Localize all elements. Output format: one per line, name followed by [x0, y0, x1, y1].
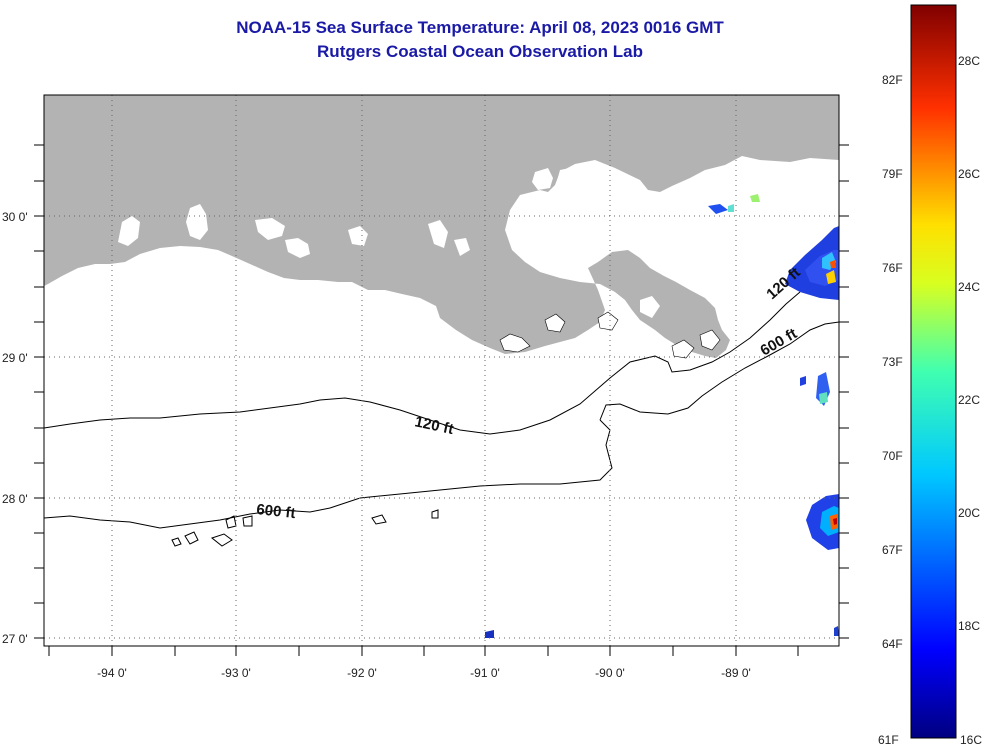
cb-label-76f: 76F	[882, 261, 903, 275]
lat-label-28: 28 0'	[2, 492, 28, 506]
lat-label-30: 30 0'	[2, 210, 28, 224]
lon-label-89: -89 0'	[721, 666, 751, 680]
contour-120ft	[44, 291, 801, 435]
bathymetry-contours	[44, 291, 839, 547]
map-subtitle: Rutgers Coastal Ocean Observation Lab	[317, 42, 643, 61]
cb-label-22c: 22C	[958, 393, 980, 407]
cb-label-20c: 20C	[958, 506, 980, 520]
lon-label-93: -93 0'	[221, 666, 251, 680]
cb-label-28c: 28C	[958, 54, 980, 68]
lon-label-90: -90 0'	[595, 666, 625, 680]
axis-ticks	[34, 144, 849, 656]
inland-water	[118, 165, 775, 320]
cb-label-16c: 16C	[960, 733, 982, 747]
contour-600ft-north	[599, 321, 839, 421]
contour-600ft-south	[44, 507, 331, 529]
cb-label-24c: 24C	[958, 280, 980, 294]
contour-label-600ft: 600 ft	[256, 501, 297, 522]
cb-label-67f: 67F	[882, 543, 903, 557]
lat-label-27: 27 0'	[2, 632, 28, 646]
cb-label-82f: 82F	[882, 73, 903, 87]
lon-label-92: -92 0'	[347, 666, 377, 680]
colorbar-celsius-labels: 28C 26C 24C 22C 20C 18C 16C	[958, 54, 982, 747]
cb-label-70f: 70F	[882, 449, 903, 463]
colorbar	[910, 4, 957, 739]
lon-label-94: -94 0'	[97, 666, 127, 680]
cb-label-73f: 73F	[882, 355, 903, 369]
cb-label-26c: 26C	[958, 167, 980, 181]
plot-frame	[43, 94, 840, 647]
lat-label-29: 29 0'	[2, 351, 28, 365]
cb-label-79f: 79F	[882, 167, 903, 181]
sst-data-patches	[485, 194, 839, 638]
cb-label-61f: 61F	[878, 733, 899, 747]
lon-label-91: -91 0'	[470, 666, 500, 680]
cb-label-64f: 64F	[882, 637, 903, 651]
latitude-labels: 30 0' 29 0' 28 0' 27 0'	[2, 210, 28, 646]
colorbar-fahrenheit-labels: 82F 79F 76F 73F 70F 67F 64F 61F	[878, 73, 903, 747]
coastal-marsh	[499, 311, 721, 359]
longitude-labels: -94 0' -93 0' -92 0' -91 0' -90 0' -89 0…	[97, 666, 751, 680]
map-title: NOAA-15 Sea Surface Temperature: April 0…	[236, 18, 724, 37]
graticule	[44, 95, 839, 646]
cb-label-18c: 18C	[958, 619, 980, 633]
contour-120ft-loop	[329, 419, 613, 509]
